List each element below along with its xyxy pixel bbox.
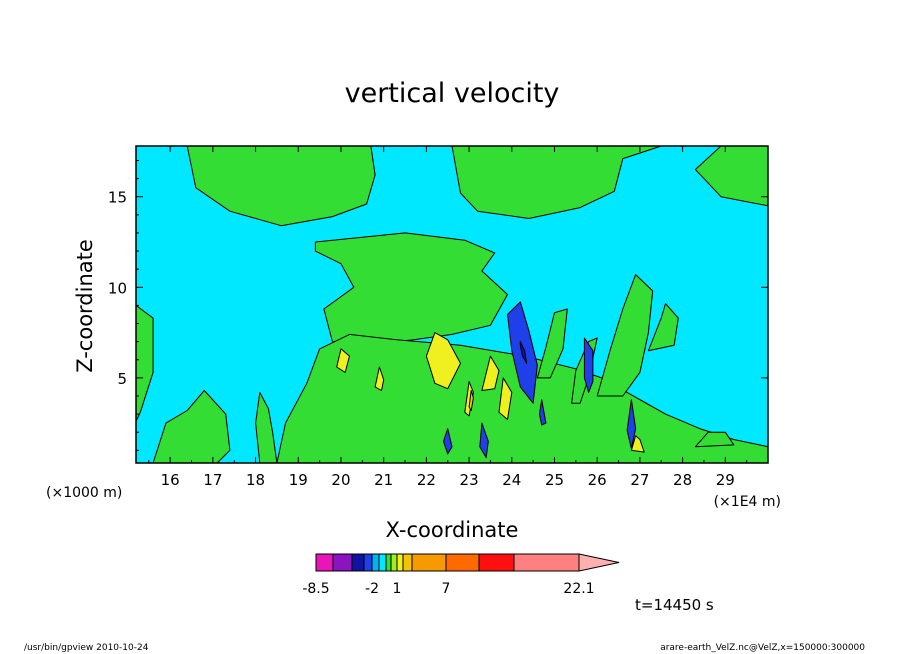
x-tick-label: 23: [460, 471, 479, 489]
colorbar-swatch: [378, 553, 387, 572]
contour-yellow-23-7: [498, 377, 513, 420]
contour-green-x28-column: [647, 303, 679, 352]
contour-green-upper-right: [694, 146, 768, 207]
contour-yellow-23-3: [481, 355, 500, 391]
colorbar-label: 1: [393, 581, 402, 597]
plot-frame: [135, 145, 769, 464]
contour-green-x25-streak: [536, 308, 568, 379]
y-tick-label: 5: [117, 370, 127, 388]
contour-green-bottom: [276, 333, 768, 463]
contour-green-top-right: [451, 146, 662, 219]
contour-regions: [136, 146, 768, 463]
x-tick-label: 28: [673, 471, 692, 489]
contour-green-top-center: [186, 146, 376, 227]
contour-orange-23: [468, 390, 474, 411]
contour-green-left-strip: [255, 391, 278, 463]
contour-yellow-21: [374, 366, 385, 391]
contour-blue-dark-22-5: [443, 428, 453, 455]
contour-yellow-22: [425, 332, 461, 390]
x-tick-label: 27: [630, 471, 649, 489]
x-tick-label: 17: [203, 471, 222, 489]
colorbar-swatch: [315, 553, 334, 572]
y-axis-label: Z-coordinate: [73, 239, 97, 373]
colorbar-swatch: [396, 553, 404, 572]
x-tick-label: 19: [289, 471, 308, 489]
contour-blue-dark-24-core: [519, 341, 528, 364]
x-unit-right: (×1E4 m): [714, 494, 781, 510]
contour-green-left-edge: [136, 304, 154, 422]
colorbar-swatch: [513, 553, 580, 572]
x-axis-ticks: 16 17 18 19 20 21 22 23 24 25 26 27 28 29: [148, 146, 748, 489]
colorbar-label: 22.1: [563, 581, 594, 597]
x-tick-label: 20: [331, 471, 350, 489]
colorbar-label: 7: [442, 581, 451, 597]
colorbar: -8.5 -2 1 7 22.1: [302, 553, 620, 597]
x-tick-label: 24: [502, 471, 521, 489]
x-tick-label: 21: [374, 471, 393, 489]
x-tick-label: 18: [246, 471, 265, 489]
plot-area: 16 17 18 19 20 21 22 23 24 25 26 27 28 29 5 10 15: [108, 145, 769, 489]
x-tick-label: 16: [161, 471, 180, 489]
colorbar-swatch: [371, 553, 380, 572]
colorbar-swatch: [411, 553, 447, 572]
x-axis-label: X-coordinate: [386, 518, 519, 542]
time-label: t=14450 s: [635, 596, 714, 614]
footer-left: /usr/bin/gpview 2010-10-24: [24, 643, 149, 653]
contour-blue-dark-24-5: [539, 399, 547, 426]
contour-blue-dark-23: [479, 422, 489, 459]
colorbar-label: -8.5: [302, 581, 329, 597]
contour-blue-dark-27: [626, 399, 637, 449]
chart-title: vertical velocity: [345, 78, 560, 109]
footer-right: arare-earth_VelZ.nc@VelZ,x=150000:300000: [660, 643, 865, 653]
contour-yellow-26-9: [630, 435, 645, 453]
x-unit-left: (×1000 m): [46, 485, 122, 501]
colorbar-swatch: [445, 553, 480, 572]
contour-yellow-20: [336, 348, 350, 373]
colorbar-swatch: [385, 553, 392, 572]
contour-green-x29-bottom: [694, 431, 735, 448]
colorbar-label: -2: [365, 581, 379, 597]
x-tick-label: 25: [545, 471, 564, 489]
colorbar-swatch: [390, 553, 398, 572]
contour-blue-dark-26: [583, 337, 594, 393]
contour-green-left-bottom: [152, 390, 231, 463]
colorbar-swatch: [351, 553, 365, 572]
x-tick-label: 26: [588, 471, 607, 489]
y-axis-ticks: 5 10 15: [108, 159, 768, 451]
y-tick-label: 15: [108, 189, 127, 207]
colorbar-swatch: [402, 553, 413, 572]
x-tick-label: 29: [716, 471, 735, 489]
x-tick-label: 22: [417, 471, 436, 489]
colorbar-arrow: [578, 553, 620, 572]
colorbar-swatch: [363, 553, 373, 572]
contour-green-x27-column: [596, 274, 654, 397]
colorbar-swatch: [332, 553, 353, 572]
y-tick-label: 10: [108, 279, 127, 297]
colorbar-swatch: [478, 553, 515, 572]
